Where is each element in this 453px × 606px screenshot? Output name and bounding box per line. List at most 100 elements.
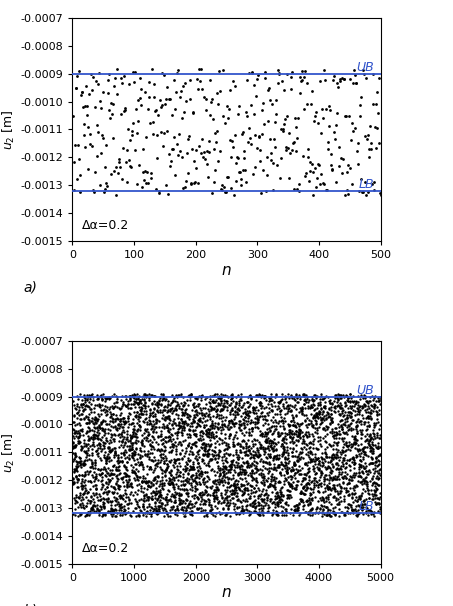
- Point: [344, 185, 351, 195]
- Point: [102, 470, 109, 479]
- Point: [111, 487, 118, 497]
- Point: [375, 480, 382, 490]
- Point: [199, 476, 207, 485]
- Point: [101, 431, 108, 441]
- Point: [371, 468, 378, 478]
- Point: [223, 487, 230, 497]
- Point: [161, 433, 169, 442]
- Point: [284, 400, 291, 410]
- Point: [338, 472, 346, 482]
- Point: [345, 393, 352, 403]
- Point: [98, 394, 106, 404]
- Point: [374, 474, 381, 484]
- Point: [266, 494, 273, 504]
- Point: [305, 507, 313, 516]
- Point: [122, 469, 130, 479]
- Point: [220, 65, 227, 75]
- Point: [159, 68, 166, 78]
- Point: [255, 451, 263, 461]
- Point: [220, 401, 227, 410]
- Point: [95, 489, 102, 499]
- Point: [307, 402, 314, 412]
- Point: [341, 447, 348, 456]
- Point: [206, 441, 213, 450]
- Point: [280, 401, 287, 411]
- Point: [353, 507, 360, 516]
- Point: [314, 462, 321, 472]
- Point: [350, 453, 357, 463]
- Point: [223, 491, 231, 501]
- Point: [242, 483, 249, 493]
- Point: [294, 503, 301, 513]
- Point: [76, 456, 83, 466]
- Point: [197, 413, 204, 423]
- Point: [121, 509, 128, 519]
- Point: [287, 437, 294, 447]
- Point: [229, 405, 236, 415]
- Point: [170, 132, 177, 142]
- Point: [372, 484, 380, 493]
- Point: [261, 429, 269, 439]
- Point: [159, 503, 166, 513]
- Point: [211, 476, 218, 486]
- Point: [374, 461, 381, 471]
- Point: [76, 188, 83, 198]
- Point: [257, 507, 265, 517]
- Point: [168, 439, 175, 448]
- Point: [182, 447, 189, 456]
- Point: [235, 422, 242, 431]
- Point: [305, 479, 313, 488]
- Point: [129, 118, 136, 128]
- Point: [342, 487, 350, 497]
- Point: [106, 476, 113, 485]
- Point: [193, 462, 200, 472]
- Point: [290, 502, 298, 511]
- Point: [323, 449, 330, 459]
- Point: [325, 422, 332, 432]
- Point: [343, 413, 350, 423]
- Point: [134, 179, 141, 189]
- Point: [216, 393, 223, 402]
- Point: [355, 138, 362, 148]
- Point: [257, 429, 264, 439]
- Point: [312, 454, 319, 464]
- Point: [371, 418, 378, 428]
- Point: [318, 404, 325, 413]
- Point: [362, 407, 370, 417]
- Point: [355, 407, 362, 417]
- Point: [205, 450, 212, 459]
- Point: [348, 505, 356, 514]
- Point: [223, 485, 230, 494]
- Point: [118, 502, 125, 511]
- Point: [271, 494, 279, 504]
- Point: [215, 433, 222, 442]
- Point: [359, 461, 366, 471]
- Point: [233, 445, 240, 454]
- Point: [175, 129, 183, 139]
- Point: [208, 403, 216, 413]
- Point: [82, 418, 90, 428]
- Point: [123, 481, 130, 491]
- Point: [193, 468, 200, 478]
- Point: [107, 468, 115, 478]
- Point: [321, 431, 328, 441]
- Point: [355, 402, 362, 411]
- Point: [169, 390, 176, 400]
- Point: [267, 476, 275, 486]
- Point: [313, 424, 320, 433]
- Point: [193, 484, 200, 494]
- Point: [243, 407, 251, 416]
- Point: [217, 477, 224, 487]
- Point: [224, 422, 231, 432]
- Point: [91, 433, 98, 443]
- Point: [308, 505, 315, 515]
- Point: [217, 447, 224, 456]
- Point: [363, 434, 371, 444]
- Point: [251, 435, 258, 444]
- Point: [361, 464, 368, 473]
- Point: [278, 428, 285, 438]
- Point: [205, 404, 212, 414]
- Point: [109, 422, 116, 432]
- Point: [148, 511, 155, 521]
- Point: [167, 455, 174, 465]
